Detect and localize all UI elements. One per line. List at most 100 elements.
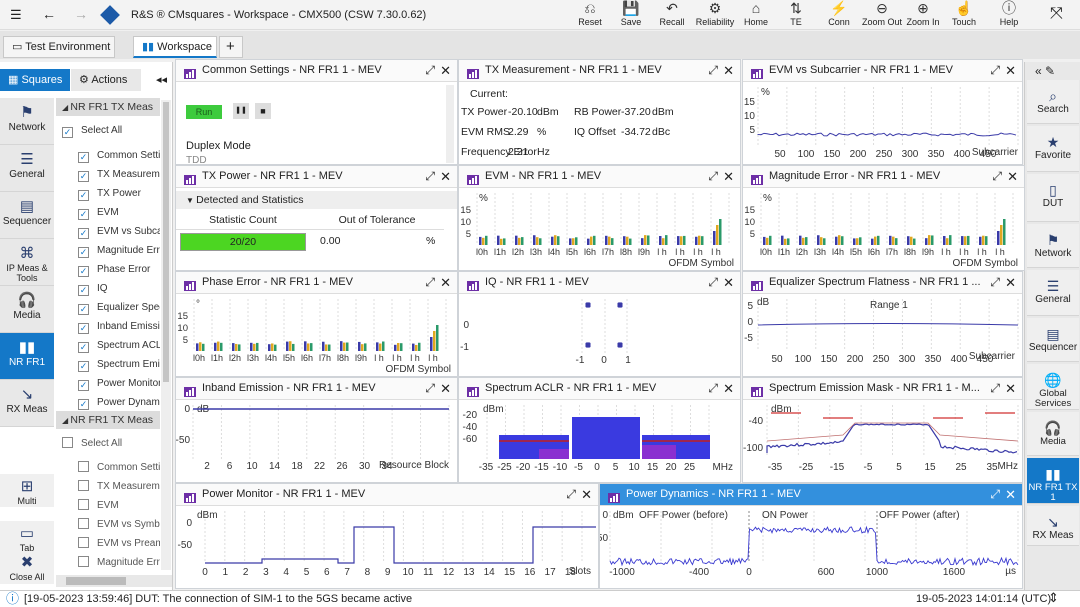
expand-icon[interactable]: ⤢ <box>990 63 1000 77</box>
tile-sem[interactable]: Spectrum Emission Mask - NR FR1 1 - M...… <box>742 377 1023 483</box>
checkbox[interactable]: ✓ <box>78 247 89 258</box>
add-tab-button[interactable]: + <box>219 36 243 58</box>
tile-header[interactable]: TX Power - NR FR1 1 - MEV ⤢ ✕ <box>176 166 457 188</box>
expand-icon[interactable]: ⤢ <box>708 275 718 289</box>
tree-item[interactable]: ✓ Phase Error <box>56 260 160 279</box>
right-nav-general[interactable]: ☰ General <box>1027 270 1079 316</box>
tile-header[interactable]: EVM - NR FR1 1 - MEV ⤢ ✕ <box>459 166 740 188</box>
toolbar-home-button[interactable]: ⌂ Home <box>734 0 778 30</box>
section-header[interactable]: ▼ Detected and Statistics <box>176 191 457 209</box>
toolbar-conn-button[interactable]: ⚡ Conn <box>817 0 861 30</box>
expand-icon[interactable]: ⤢ <box>990 275 1000 289</box>
stop-button[interactable]: ■ <box>255 103 271 119</box>
tile-pdyn[interactable]: Power Dynamics - NR FR1 1 - MEV ⤢ ✕ dBm 0 -50… <box>599 483 1023 589</box>
tree-item[interactable]: Magnitude Err <box>56 553 160 572</box>
tree-item[interactable]: EVM vs Symbo <box>56 515 160 534</box>
left-nav-network[interactable]: ⚑ Network <box>0 98 54 145</box>
tree-item[interactable]: ✓ Power Dynam <box>56 393 160 412</box>
checkbox[interactable]: ✓ <box>78 190 89 201</box>
tab-workspace[interactable]: ▮▮ Workspace <box>133 36 217 58</box>
menu-icon[interactable]: ☰ <box>10 7 22 22</box>
tree-item[interactable]: Common Setti <box>56 458 160 477</box>
left-nav-sequencer[interactable]: ▤ Sequencer <box>0 192 54 239</box>
toolbar-te-button[interactable]: ⇅ TE <box>774 0 818 30</box>
tile-header[interactable]: Inband Emission - NR FR1 1 - MEV ⤢ ✕ <box>176 378 457 400</box>
right-nav-dut[interactable]: ▯ DUT <box>1027 174 1079 222</box>
checkbox[interactable]: ✓ <box>78 399 89 410</box>
checkbox[interactable] <box>78 556 89 567</box>
right-nav-global-services[interactable]: 🌐 Global Services <box>1027 364 1079 410</box>
expand-icon[interactable]: ⤢ <box>708 381 718 395</box>
close-icon[interactable]: ✕ <box>1005 487 1016 502</box>
tree-group-header[interactable]: ◢ NR FR1 TX Meas <box>56 98 160 116</box>
checkbox[interactable]: ✓ <box>78 342 89 353</box>
close-icon[interactable]: ✕ <box>581 487 592 502</box>
right-nav-media[interactable]: 🎧 Media <box>1027 412 1079 456</box>
toolbar-reset-button[interactable]: ⎌ Reset <box>568 0 612 30</box>
tile-phase[interactable]: Phase Error - NR FR1 1 - MEV ⤢ ✕ ° 15 10 5 l0h l… <box>175 271 458 377</box>
left-nav-media[interactable]: 🎧 Media <box>0 286 54 333</box>
tree-item[interactable]: ✓ TX Power <box>56 184 160 203</box>
tree-item[interactable]: TX Measureme <box>56 477 160 496</box>
expand-icon[interactable]: ⤢ <box>425 381 435 395</box>
checkbox[interactable] <box>78 537 89 548</box>
close-icon[interactable]: ✕ <box>723 381 734 396</box>
tree-item[interactable]: ✓ Magnitude Err <box>56 241 160 260</box>
checkbox[interactable]: ✓ <box>78 228 89 239</box>
select-all-checkbox-row[interactable]: Select All <box>56 434 160 453</box>
tab-test-environment[interactable]: ▭ Test Environment <box>3 36 115 58</box>
tree-item[interactable]: ✓ TX Measureme <box>56 165 160 184</box>
expand-icon[interactable]: ⤢ <box>425 169 435 183</box>
toolbar-touch-button[interactable]: ☝ Touch <box>942 0 986 30</box>
right-nav-sequencer[interactable]: ▤ Sequencer <box>1027 318 1079 362</box>
expand-icon[interactable]: ⤢ <box>708 63 718 77</box>
tile-evmsub[interactable]: EVM vs Subcarrier - NR FR1 1 - MEV ⤢ ✕% 15 1… <box>742 59 1023 165</box>
status-expand-icon[interactable]: ⇕ <box>1048 590 1059 605</box>
checkbox[interactable]: ✓ <box>78 361 89 372</box>
scrollbar[interactable] <box>446 85 454 163</box>
right-nav-favorite[interactable]: ★ Favorite <box>1027 126 1079 172</box>
toolbar-recall-button[interactable]: ↶ Recall <box>650 0 694 30</box>
fullscreen-toggle-icon[interactable]: ⤧ <box>1050 5 1063 22</box>
left-nav-ip-meas-tools[interactable]: ⌘ IP Meas & Tools <box>0 239 54 286</box>
tile-common[interactable]: Common Settings - NR FR1 1 - MEV ⤢ ✕ Run ❚❚ ■… <box>175 59 458 165</box>
tree-item[interactable]: ✓ Common Setti <box>56 146 160 165</box>
right-nav-nr-fr1-tx-1[interactable]: ▮▮ NR FR1 TX 1 <box>1027 458 1079 504</box>
tile-aclr[interactable]: Spectrum ACLR - NR FR1 1 - MEV ⤢ ✕ dBm -20 -4… <box>458 377 741 483</box>
toolbar-reliability-button[interactable]: ⚙ Reliability <box>693 0 737 30</box>
tile-evm[interactable]: EVM - NR FR1 1 - MEV ⤢ ✕% 15 10 5 l0h l1h l2h l3h… <box>458 165 741 271</box>
toolbar-zoom-in-button[interactable]: ⊕ Zoom In <box>901 0 945 30</box>
expand-icon[interactable]: ⤢ <box>425 275 435 289</box>
checkbox[interactable]: ✓ <box>78 380 89 391</box>
checkbox[interactable]: ✓ <box>78 171 89 182</box>
checkbox[interactable] <box>62 437 73 448</box>
close-icon[interactable]: ✕ <box>1007 169 1018 184</box>
tree-item[interactable]: ✓ Power Monitor <box>56 374 160 393</box>
tile-iq[interactable]: IQ - NR FR1 1 - MEV ⤢ ✕ 0 -1 -1 0 1 <box>458 271 741 377</box>
expand-icon[interactable]: ⤢ <box>425 63 435 77</box>
tree-group-header[interactable]: ◢ NR FR1 TX Meas <box>56 411 160 429</box>
close-icon[interactable]: ✕ <box>723 63 734 78</box>
vertical-scrollbar[interactable] <box>161 100 171 570</box>
toolbar-zoom-out-button[interactable]: ⊖ Zoom Out <box>860 0 904 30</box>
checkbox[interactable]: ✓ <box>78 323 89 334</box>
close-icon[interactable]: ✕ <box>1005 381 1016 396</box>
checkbox[interactable]: ✓ <box>78 266 89 277</box>
tile-mag[interactable]: Magnitude Error - NR FR1 1 - MEV ⤢ ✕% 15 10 5… <box>742 165 1025 271</box>
run-button[interactable]: Run <box>186 105 222 119</box>
toolbar-help-button[interactable]: ⓘ Help <box>987 0 1031 30</box>
left-nav-nr-fr1[interactable]: ▮▮ NR FR1 <box>0 333 54 380</box>
tree-item[interactable]: ✓ Spectrum ACL <box>56 336 160 355</box>
tree-item[interactable]: ✓ Inband Emissio <box>56 317 160 336</box>
expand-icon[interactable]: ⤢ <box>992 169 1002 183</box>
tree-item[interactable]: ✓ Spectrum Emi <box>56 355 160 374</box>
checkbox[interactable] <box>78 480 89 491</box>
checkbox[interactable] <box>78 499 89 510</box>
back-icon[interactable]: ← <box>42 6 56 22</box>
right-nav-search[interactable]: ⌕ Search <box>1027 80 1079 124</box>
tile-header[interactable]: IQ - NR FR1 1 - MEV ⤢ ✕ <box>459 272 740 294</box>
tile-header[interactable]: Power Monitor - NR FR1 1 - MEV ⤢ ✕ <box>176 484 598 506</box>
tile-header[interactable]: Common Settings - NR FR1 1 - MEV ⤢ ✕ <box>176 60 457 82</box>
left-nav-close-all[interactable]: ✖ Close All <box>0 554 54 584</box>
tile-header[interactable]: Equalizer Spectrum Flatness - NR FR1 1 .… <box>743 272 1022 294</box>
